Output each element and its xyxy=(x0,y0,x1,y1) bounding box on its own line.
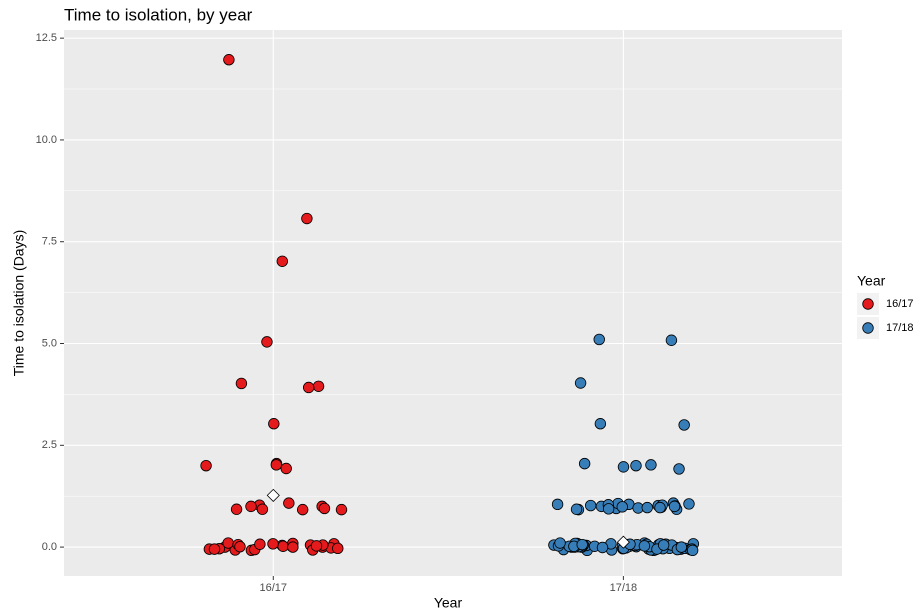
chart-title: Time to isolation, by year xyxy=(64,5,253,24)
point xyxy=(245,500,257,513)
mean-marker xyxy=(266,488,280,502)
point xyxy=(254,538,266,550)
point xyxy=(234,540,246,553)
point xyxy=(267,538,279,550)
point xyxy=(654,501,666,514)
point xyxy=(574,377,587,389)
point xyxy=(261,336,273,348)
point xyxy=(630,459,642,472)
y-tick-label: 12.5 xyxy=(36,32,57,44)
legend-label: 16/17 xyxy=(886,298,914,310)
point xyxy=(617,461,630,473)
legend-title: Year xyxy=(857,273,886,289)
x-axis-title: Year xyxy=(434,595,463,611)
point xyxy=(594,418,607,430)
point xyxy=(230,503,243,515)
point xyxy=(335,503,348,516)
point xyxy=(554,537,566,549)
point xyxy=(268,418,280,430)
plot-panel xyxy=(64,30,842,576)
point xyxy=(208,543,221,555)
point xyxy=(683,498,695,510)
point xyxy=(301,212,313,225)
point xyxy=(551,498,564,511)
point xyxy=(256,503,269,515)
point xyxy=(593,333,605,346)
y-tick-label: 7.5 xyxy=(42,236,57,248)
point xyxy=(576,538,588,551)
point xyxy=(200,459,212,472)
point xyxy=(645,459,657,471)
point xyxy=(675,541,688,553)
y-axis-title: Time to isolation (Days) xyxy=(11,230,27,377)
point xyxy=(678,419,690,431)
point xyxy=(277,540,289,552)
point xyxy=(287,541,299,553)
point xyxy=(641,501,653,514)
point xyxy=(596,541,609,554)
point xyxy=(302,381,315,394)
point xyxy=(296,503,309,516)
point xyxy=(235,377,248,390)
x-tick-label: 17/18 xyxy=(610,582,638,594)
point xyxy=(616,501,628,513)
point xyxy=(312,380,325,392)
point xyxy=(673,463,685,475)
point xyxy=(270,459,283,471)
point xyxy=(602,503,615,515)
point xyxy=(584,499,597,512)
point xyxy=(657,539,670,551)
point xyxy=(686,544,699,557)
point xyxy=(638,540,651,552)
point xyxy=(276,255,288,267)
point xyxy=(310,540,323,552)
legend-swatch xyxy=(862,322,874,334)
point xyxy=(280,462,292,475)
point xyxy=(223,54,235,66)
legend-swatch xyxy=(862,298,874,310)
point xyxy=(668,500,681,513)
x-tick-label: 16/17 xyxy=(260,582,288,594)
point xyxy=(283,497,295,509)
point xyxy=(332,542,344,555)
y-tick-label: 0.0 xyxy=(42,541,57,553)
point xyxy=(570,503,583,515)
y-tick-label: 2.5 xyxy=(42,439,57,451)
mean-marker xyxy=(616,535,630,549)
y-tick-label: 10.0 xyxy=(36,134,57,146)
y-tick-label: 5.0 xyxy=(42,337,57,349)
point xyxy=(318,502,331,515)
legend-label: 17/18 xyxy=(886,322,914,334)
point xyxy=(665,334,678,346)
point xyxy=(578,457,591,470)
